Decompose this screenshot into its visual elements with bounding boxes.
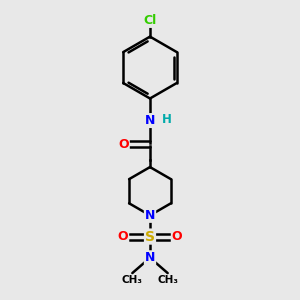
Text: N: N [145, 251, 155, 264]
Text: N: N [145, 114, 155, 127]
Text: H: H [162, 113, 172, 127]
Text: Cl: Cl [143, 14, 157, 27]
Text: O: O [118, 230, 128, 243]
Text: CH₃: CH₃ [122, 275, 143, 285]
Text: O: O [118, 138, 129, 151]
Text: S: S [145, 230, 155, 244]
Text: CH₃: CH₃ [157, 275, 178, 285]
Text: O: O [172, 230, 182, 243]
Text: N: N [145, 209, 155, 222]
